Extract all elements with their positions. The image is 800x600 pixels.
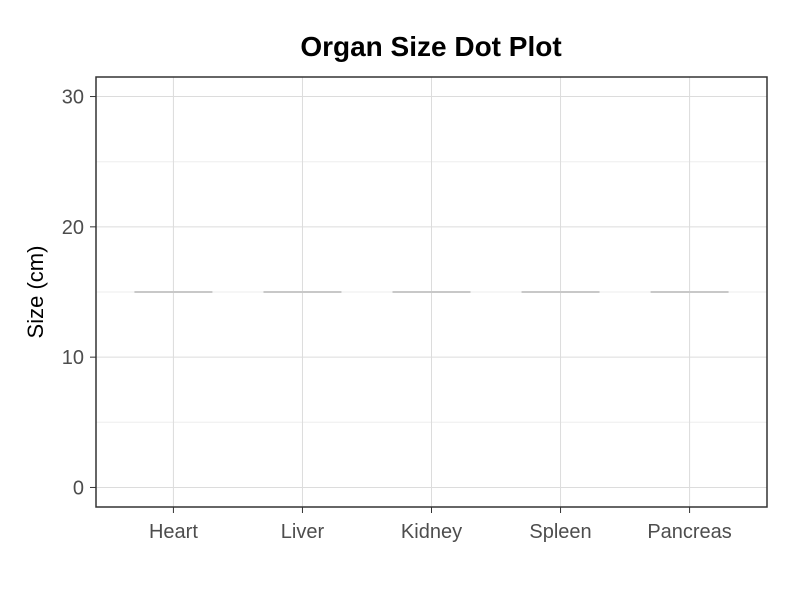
y-tick-label: 10 bbox=[62, 347, 84, 369]
x-tick-label: Spleen bbox=[529, 521, 591, 543]
y-axis: 0 10 20 30 bbox=[62, 87, 96, 499]
y-tick-label: 0 bbox=[73, 477, 84, 499]
x-axis: Heart Liver Kidney Spleen Pancreas bbox=[149, 507, 732, 543]
x-tick-label: Kidney bbox=[401, 521, 462, 543]
y-axis-label: Size (cm) bbox=[23, 246, 48, 339]
x-tick-label: Pancreas bbox=[647, 521, 732, 543]
x-tick-label: Heart bbox=[149, 521, 198, 543]
y-tick-label: 30 bbox=[62, 87, 84, 109]
y-tick-label: 20 bbox=[62, 217, 84, 239]
x-tick-label: Liver bbox=[281, 521, 325, 543]
chart-title: Organ Size Dot Plot bbox=[300, 31, 561, 62]
